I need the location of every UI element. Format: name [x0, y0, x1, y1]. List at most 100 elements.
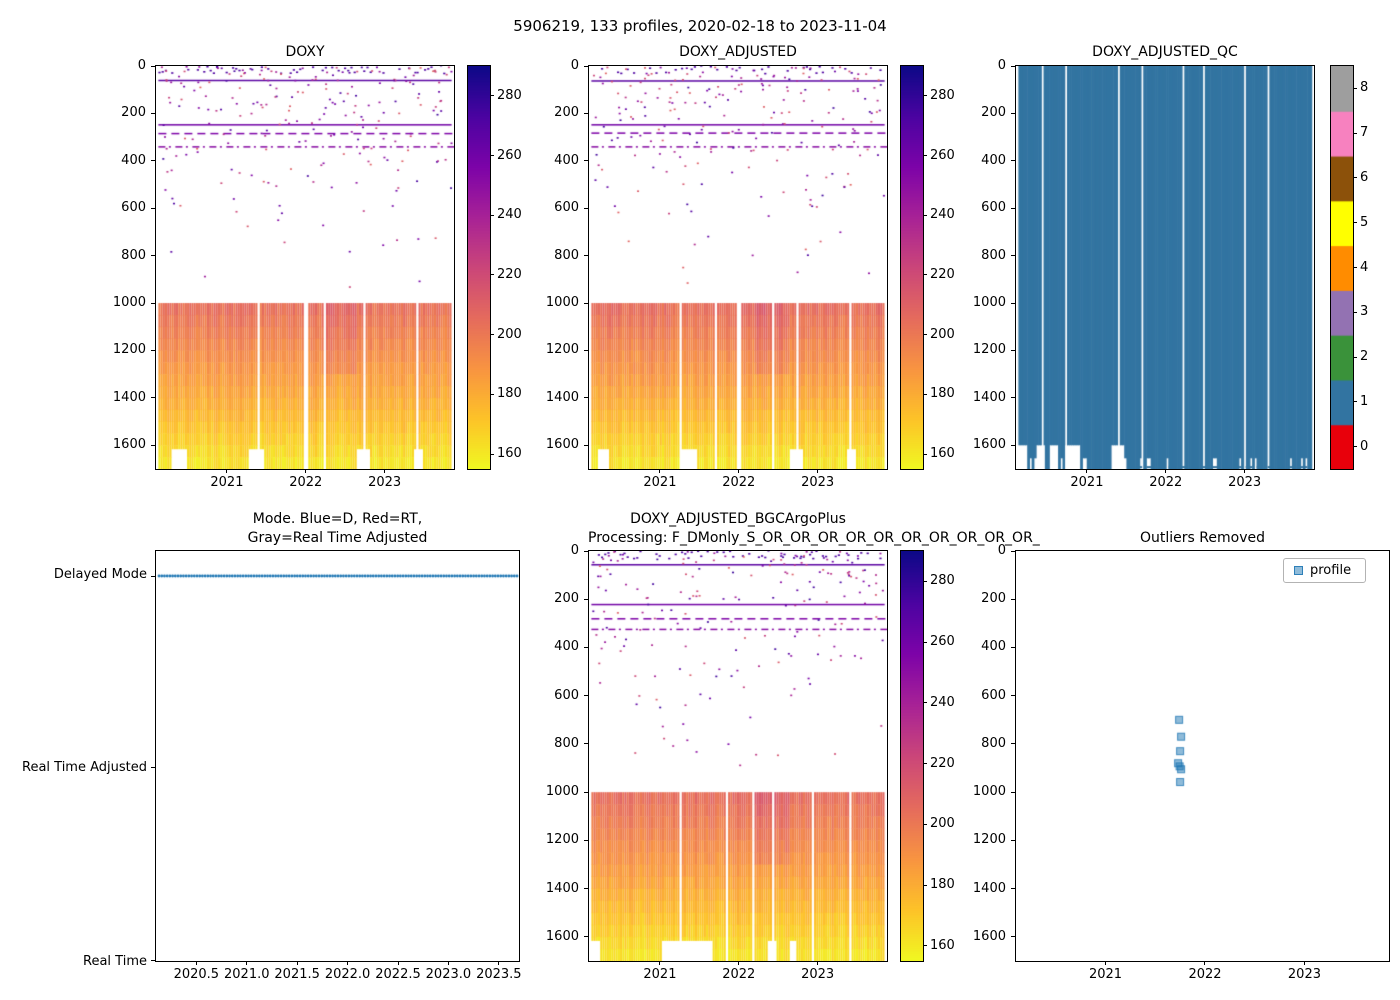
colorbar-tick-label: 5 [1360, 214, 1369, 230]
y-tick-label: 1400 [112, 389, 146, 405]
x-tick-label: 2021 [643, 475, 677, 490]
colorbar-tick-label: 0 [1360, 438, 1369, 454]
y-tick-label: 0 [137, 58, 146, 73]
y-tick-label: 1200 [545, 832, 579, 848]
colorbar-tick [1353, 177, 1357, 179]
y-tick [584, 65, 588, 67]
y-tick [1011, 598, 1015, 600]
y-tick-label: 1200 [972, 342, 1006, 358]
x-tick-label: 2022 [1149, 475, 1183, 490]
x-tick [817, 469, 819, 473]
colorbar-tick-label: 200 [930, 816, 955, 832]
colorbar-tick [490, 334, 494, 336]
bgcargoplus-colorbar-canvas [901, 551, 923, 961]
doxy-adjusted-colorbar: 160 180 200 220 240 260 280 [900, 65, 955, 470]
colorbar-tick-label: 160 [930, 937, 955, 953]
y-tick [1011, 302, 1015, 304]
x-tick [195, 961, 197, 965]
colorbar-tick-label: 220 [497, 266, 522, 282]
y-tick-label: 800 [121, 247, 146, 263]
colorbar-tick [923, 702, 927, 704]
colorbar-tick [490, 453, 494, 455]
x-tick [659, 961, 661, 965]
colorbar-tick-label: 160 [930, 446, 955, 462]
title-doxy-adjusted: DOXY_ADJUSTED [679, 44, 797, 60]
y-tick [584, 160, 588, 162]
figure-suptitle: 5906219, 133 profiles, 2020-02-18 to 202… [513, 17, 887, 35]
y-tick-label: 800 [981, 247, 1006, 263]
x-tick-label: 2021.5 [274, 967, 320, 982]
y-tick-label: 1200 [972, 832, 1006, 848]
x-tick [226, 469, 228, 473]
y-tick-label: 1600 [972, 928, 1006, 944]
y-tick-label: 1000 [545, 784, 579, 800]
colorbar-tick [490, 274, 494, 276]
y-tick [584, 598, 588, 600]
y-tick [584, 550, 588, 552]
y-tick-label: 1600 [972, 437, 1006, 453]
colorbar-tick-label: 180 [497, 386, 522, 402]
bgcargoplus-plot: 2021 2022 2023 0 200 400 600 800 1000 1200 1400 160… [546, 543, 888, 982]
colorbar-tick-label: 8 [1360, 80, 1369, 96]
y-tick [1011, 695, 1015, 697]
colorbar-tick-label: 260 [497, 147, 522, 163]
title-bgcargoplus-line2: Processing: F_DMonly_S_OR_OR_OR_OR_OR_OR… [588, 530, 1040, 546]
y-tick [151, 112, 155, 114]
y-tick-label: 0 [570, 543, 579, 558]
colorbar-tick-label: 7 [1360, 125, 1369, 141]
y-tick [584, 112, 588, 114]
y-tick [584, 207, 588, 209]
colorbar-tick [923, 641, 927, 643]
doxy-plot: 2021 2022 2023 0 200 400 600 800 1000 1200 1400 160… [113, 58, 455, 490]
colorbar-tick-label: 240 [930, 207, 955, 223]
y-tick-label: 200 [981, 105, 1006, 121]
colorbar-tick-label: 280 [497, 87, 522, 103]
colorbar-tick [490, 214, 494, 216]
y-tick [1011, 160, 1015, 162]
y-tick-label: 1000 [972, 295, 1006, 311]
x-tick-label: 2023 [801, 967, 835, 982]
y-tick-label: 0 [570, 58, 579, 73]
x-tick-label: 2022 [722, 475, 756, 490]
title-outliers-removed: Outliers Removed [1140, 530, 1265, 546]
x-tick-label: 2021 [1070, 475, 1104, 490]
colorbar-tick [1353, 222, 1357, 224]
x-tick [347, 961, 349, 965]
y-tick-label: 1400 [972, 880, 1006, 896]
x-tick [498, 961, 500, 965]
y-tick [584, 936, 588, 938]
colorbar-tick-label: 3 [1360, 304, 1369, 320]
x-tick-label: 2020.5 [173, 967, 220, 982]
legend-label: profile [1310, 563, 1352, 578]
mode-category-real-time-adjusted: Real Time Adjusted [22, 760, 147, 775]
x-tick [817, 961, 819, 965]
title-bgcargoplus-line1: DOXY_ADJUSTED_BGCArgoPlus [630, 511, 846, 527]
colorbar-tick [923, 763, 927, 765]
y-tick [584, 349, 588, 351]
x-tick-label: 2021 [643, 967, 677, 982]
bgcargoplus-colorbar: 160 180 200 220 240 260 280 [900, 550, 955, 962]
colorbar-tick-label: 6 [1360, 169, 1369, 185]
mode-scatter-canvas [156, 551, 519, 961]
y-tick-label: 600 [554, 687, 579, 703]
x-tick-label: 2021 [210, 475, 244, 490]
mode-category-delayed-mode: Delayed Mode [53, 567, 147, 582]
y-tick-label: 200 [121, 105, 146, 121]
y-tick-label: 1400 [545, 880, 579, 896]
y-tick [1011, 397, 1015, 399]
y-tick-label: 1600 [545, 928, 579, 944]
doxy-adjusted-colorbar-canvas [901, 66, 923, 469]
colorbar-tick-label: 4 [1360, 259, 1369, 275]
doxy-adjusted-heatmap-canvas [589, 66, 887, 469]
doxy-heatmap-canvas [156, 66, 454, 469]
y-tick [584, 695, 588, 697]
outliers-scatter-canvas [1016, 551, 1389, 961]
colorbar-tick-label: 180 [930, 877, 955, 893]
y-tick-label: 200 [554, 591, 579, 607]
y-tick-label: 1200 [545, 342, 579, 358]
x-tick-label: 2022 [289, 475, 323, 490]
colorbar-tick [923, 884, 927, 886]
y-tick-label: 1000 [112, 295, 146, 311]
y-tick-label: 800 [554, 247, 579, 263]
colorbar-tick [923, 453, 927, 455]
